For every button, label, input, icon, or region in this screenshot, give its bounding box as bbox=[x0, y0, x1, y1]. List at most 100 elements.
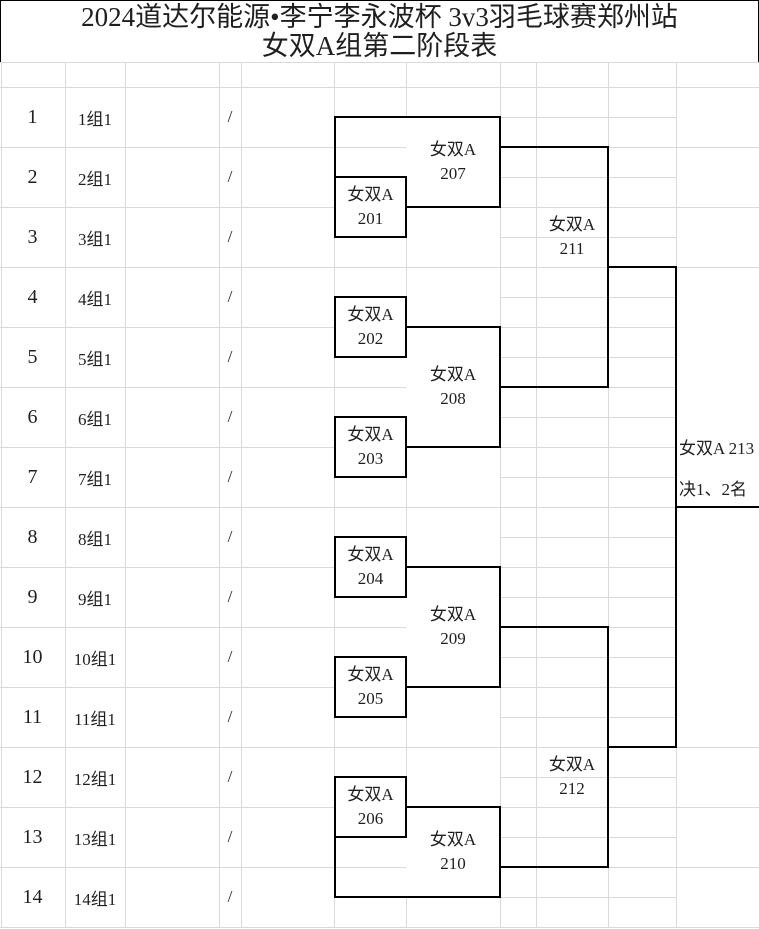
match-group-label: 女双A bbox=[347, 665, 394, 684]
match-code: 202 bbox=[357, 329, 384, 348]
grid-line bbox=[500, 897, 676, 898]
entry-vs-cell: / bbox=[227, 767, 233, 786]
entry-vs-cell: / bbox=[227, 167, 233, 186]
match-label-211: 女双A 211 bbox=[536, 207, 608, 267]
match-group-label: 女双A bbox=[429, 830, 477, 849]
entry-vs-cell: / bbox=[227, 467, 233, 486]
match-code: 211 bbox=[559, 239, 585, 258]
entry-name-cell: 8组1 bbox=[78, 529, 112, 549]
bracket-line bbox=[334, 416, 336, 478]
bracket-line bbox=[499, 866, 609, 868]
match-label-201: 女双A 201 bbox=[335, 177, 406, 237]
grid-line bbox=[536, 62, 537, 927]
entry-seed-cell: 6 bbox=[27, 405, 38, 428]
grid-line bbox=[125, 62, 126, 927]
grid-line bbox=[500, 777, 676, 778]
entry-seed-cell: 7 bbox=[27, 465, 38, 488]
bracket-line bbox=[499, 566, 501, 688]
entry-vs-cell: / bbox=[227, 227, 233, 246]
entry-row: 11 11组1 / bbox=[0, 687, 335, 747]
match-label-208: 女双A 208 bbox=[406, 327, 500, 447]
match-group-label: 女双A bbox=[347, 785, 394, 804]
grid-line bbox=[0, 267, 759, 268]
entry-name-cell: 9组1 bbox=[78, 589, 112, 609]
match-label-210: 女双A 210 bbox=[406, 807, 500, 897]
bracket-line bbox=[334, 356, 407, 358]
match-label-205: 女双A 205 bbox=[335, 657, 406, 717]
match-label-203: 女双A 203 bbox=[335, 417, 406, 477]
entry-seed-cell: 14 bbox=[22, 885, 43, 908]
entry-name-cell: 12组1 bbox=[73, 769, 117, 789]
grid-line bbox=[0, 927, 759, 928]
grid-line bbox=[219, 62, 220, 927]
bracket-line bbox=[607, 266, 677, 268]
entry-seed-cell: 12 bbox=[22, 765, 43, 788]
entry-vs-cell: / bbox=[227, 347, 233, 366]
bracket-line bbox=[334, 536, 407, 538]
grid-line bbox=[0, 147, 759, 148]
bracket-line bbox=[334, 416, 407, 418]
entry-row: 13 13组1 / bbox=[0, 807, 335, 867]
bracket-line bbox=[499, 146, 609, 148]
bracket-line bbox=[334, 296, 407, 298]
grid-line bbox=[334, 62, 335, 927]
bracket-line bbox=[499, 386, 609, 388]
match-label-204: 女双A 204 bbox=[335, 537, 406, 597]
bracket-line bbox=[405, 176, 407, 238]
bracket-line bbox=[405, 536, 407, 598]
match-code: 203 bbox=[357, 449, 384, 468]
grid-line bbox=[500, 357, 676, 358]
grid-line bbox=[500, 717, 676, 718]
match-code: 204 bbox=[357, 569, 384, 588]
tournament-title: 2024道达尔能源•李宁李永波杯 3v3羽毛球赛郑州站 bbox=[81, 2, 678, 32]
grid-line bbox=[500, 62, 501, 927]
entry-row: 4 4组1 / bbox=[0, 267, 335, 327]
entry-row: 2 2组1 / bbox=[0, 147, 335, 207]
entry-row: 1 1组1 / bbox=[0, 87, 335, 147]
entry-vs-cell: / bbox=[227, 887, 233, 906]
bracket-line bbox=[334, 656, 336, 718]
grid-line bbox=[65, 62, 66, 927]
entry-seed-cell: 3 bbox=[27, 225, 38, 248]
entry-seed-cell: 4 bbox=[27, 285, 38, 308]
entry-row: 10 10组1 / bbox=[0, 627, 335, 687]
bracket-line bbox=[334, 176, 407, 178]
grid-line bbox=[500, 297, 676, 298]
title-box: 2024道达尔能源•李宁李永波杯 3v3羽毛球赛郑州站 女双A组第二阶段表 bbox=[0, 0, 759, 62]
bracket-line bbox=[675, 266, 677, 748]
entry-name-cell: 2组1 bbox=[78, 169, 112, 189]
grid-line bbox=[500, 417, 676, 418]
entry-row: 6 6组1 / bbox=[0, 387, 335, 447]
entry-vs-cell: / bbox=[227, 587, 233, 606]
tournament-subtitle: 女双A组第二阶段表 bbox=[261, 31, 498, 61]
grid-line bbox=[500, 117, 676, 118]
match-code: 209 bbox=[440, 629, 466, 648]
grid-line bbox=[608, 62, 609, 927]
bracket-line bbox=[334, 596, 407, 598]
match-code: 205 bbox=[357, 689, 384, 708]
entry-vs-cell: / bbox=[227, 647, 233, 666]
grid-line bbox=[1, 62, 2, 927]
match-code: 201 bbox=[357, 209, 384, 228]
match-group-label: 女双A bbox=[347, 305, 394, 324]
entry-seed-cell: 11 bbox=[22, 705, 43, 728]
bracket-line bbox=[334, 116, 336, 238]
match-group-label: 女双A bbox=[548, 755, 596, 774]
grid-line bbox=[500, 837, 676, 838]
entry-name-cell: 13组1 bbox=[73, 829, 117, 849]
bracket-line bbox=[405, 806, 501, 808]
grid-line bbox=[0, 867, 759, 868]
match-code: 208 bbox=[440, 389, 466, 408]
bracket-line bbox=[405, 206, 501, 208]
entry-name-cell: 10组1 bbox=[73, 649, 117, 669]
entry-name-cell: 11组1 bbox=[74, 709, 116, 729]
grid-line bbox=[0, 87, 759, 88]
entry-vs-cell: / bbox=[227, 407, 233, 426]
entry-name-cell: 5组1 bbox=[78, 349, 112, 369]
entry-seed-cell: 2 bbox=[27, 165, 38, 188]
entry-seed-cell: 10 bbox=[22, 645, 43, 668]
grid-line bbox=[0, 507, 759, 508]
bracket-line bbox=[499, 116, 501, 208]
bracket-line bbox=[334, 716, 407, 718]
